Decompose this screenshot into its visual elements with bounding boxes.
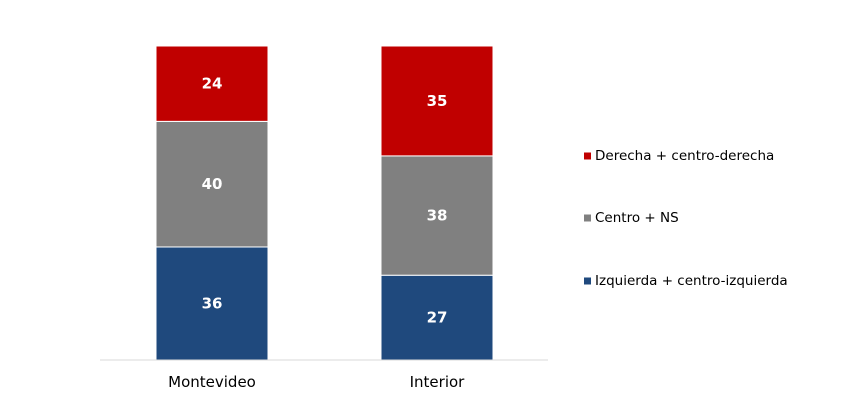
data-label-montevideo-izquierda-centro-izquierda: 36 (202, 294, 223, 312)
bar-montevideo-centro-ns (155, 120, 269, 248)
data-label-interior-izquierda-centro-izquierda: 27 (427, 309, 448, 327)
data-label-montevideo-derecha-centro-derecha: 24 (202, 75, 223, 93)
bar-montevideo-derecha-centro-derecha (155, 45, 269, 122)
bar-interior-izquierda-centro-izquierda (380, 274, 494, 361)
data-label-montevideo-centro-ns: 40 (202, 175, 223, 193)
legend-item-derecha-centro-derecha: Derecha + centro-derecha (584, 148, 774, 164)
legend-swatch-derecha-centro-derecha (584, 152, 591, 160)
data-label-interior-derecha-centro-derecha: 35 (427, 92, 448, 110)
legend-swatch-izquierda-centro-izquierda (584, 277, 591, 285)
data-label-interior-centro-ns: 38 (427, 207, 448, 225)
legend-swatch-centro-ns (584, 214, 591, 222)
category-labels: Montevideo Interior (168, 373, 465, 391)
legend-label-izquierda-centro-izquierda: Izquierda + centro-izquierda (595, 273, 788, 289)
bar-interior-derecha-centro-derecha (380, 45, 494, 157)
legend-label-derecha-centro-derecha: Derecha + centro-derecha (595, 148, 774, 164)
bars-group: 36 40 24 27 38 35 (155, 45, 494, 361)
legend-item-izquierda-centro-izquierda: Izquierda + centro-izquierda (584, 273, 788, 289)
legend-label-centro-ns: Centro + NS (595, 210, 679, 226)
legend-item-centro-ns: Centro + NS (584, 210, 679, 226)
bar-montevideo-izquierda-centro-izquierda (155, 246, 269, 361)
category-label-interior: Interior (410, 373, 466, 391)
legend: Derecha + centro-derecha Centro + NS Izqui… (584, 148, 788, 289)
category-label-montevideo: Montevideo (168, 373, 256, 391)
bar-interior-centro-ns (380, 155, 494, 276)
